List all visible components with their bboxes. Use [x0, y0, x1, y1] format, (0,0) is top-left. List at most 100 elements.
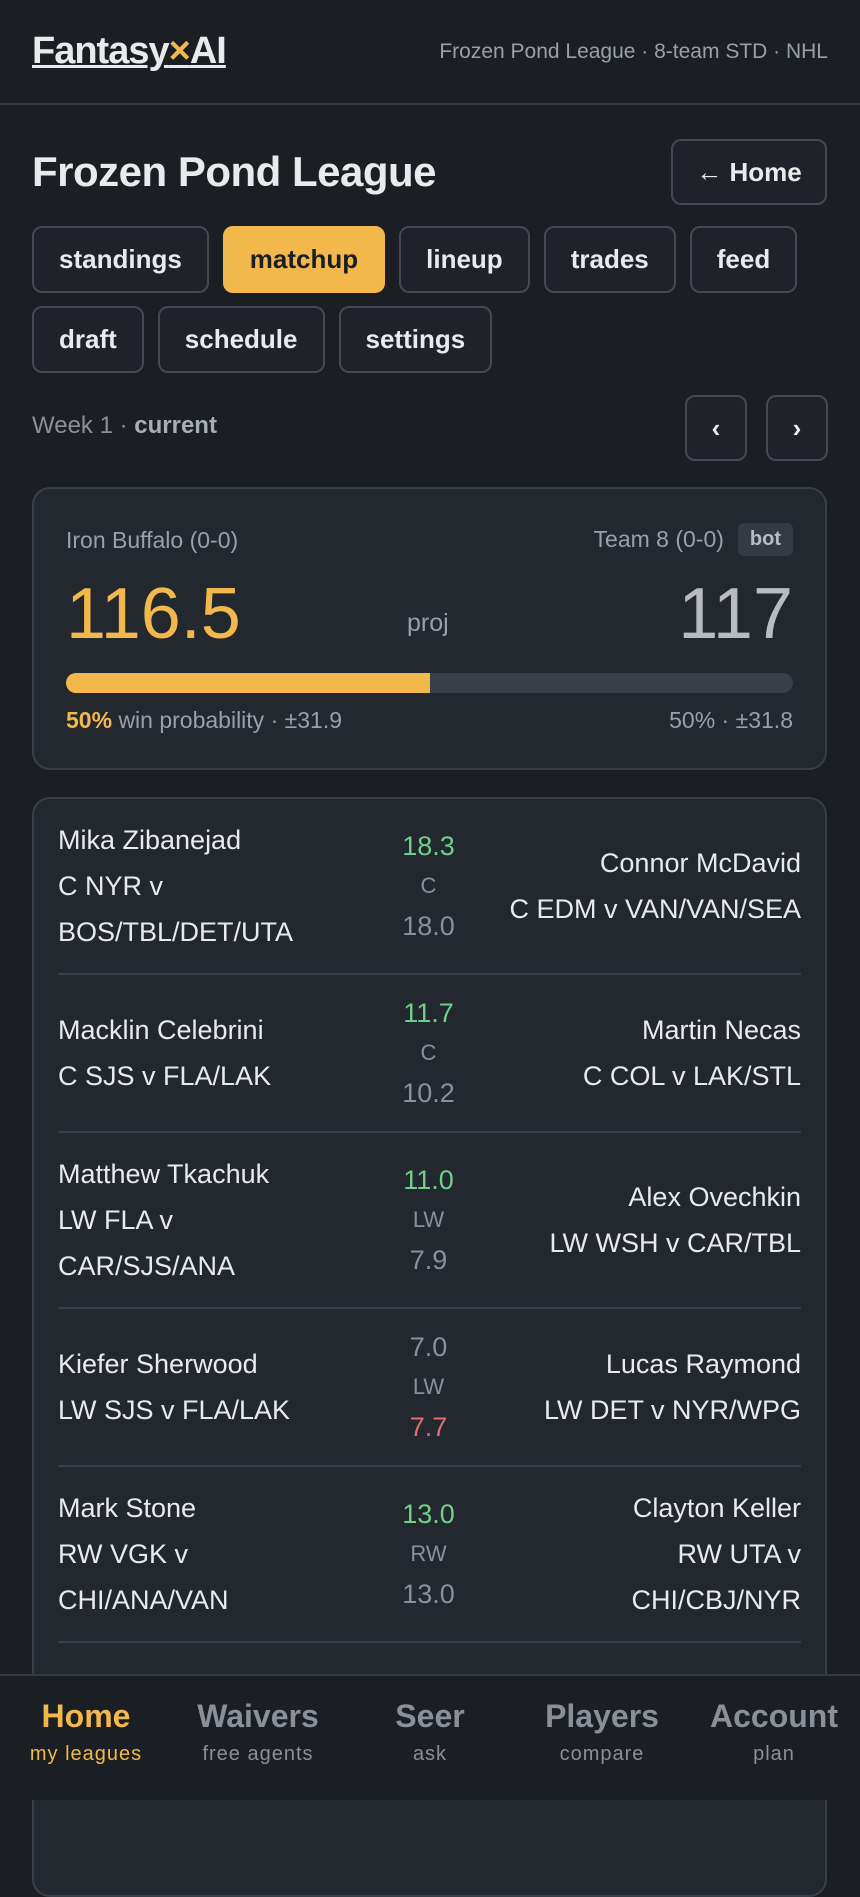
right-team: Team 8 (0-0) — [593, 526, 724, 552]
projections: 11.7 C 10.2 — [348, 993, 509, 1113]
tab[interactable]: trades — [543, 226, 676, 293]
player-name: Alex Ovechkin — [628, 1182, 801, 1212]
right-proj: 13.0 — [402, 1579, 455, 1609]
right-proj: 18.0 — [402, 911, 455, 941]
tab[interactable]: feed — [689, 226, 798, 293]
brand[interactable]: Fantasy×AI — [32, 30, 227, 73]
tab[interactable]: draft — [32, 306, 144, 373]
right-player[interactable]: Clayton Keller RW UTA v CHI/CBJ/NYR — [509, 1485, 801, 1623]
player-detail: LW FLA v — [58, 1205, 174, 1235]
tab[interactable]: standings — [32, 226, 209, 293]
tab[interactable]: matchup — [222, 226, 386, 293]
player-detail: CHI/ANA/VAN — [58, 1585, 229, 1615]
right-note: 50% · ±31.8 — [669, 707, 793, 733]
player-detail: CAR/SJS/ANA — [58, 1251, 236, 1281]
left-proj: 18.3 — [402, 831, 455, 861]
player-name: Clayton Keller — [632, 1493, 801, 1523]
header: Fantasy×AI Frozen Pond League · 8-team S… — [0, 0, 860, 105]
projections: 13.0 RW 13.0 — [348, 1494, 509, 1614]
player-detail: CHI/CBJ/NYR — [631, 1585, 801, 1615]
matchup-row: Macklin Celebrini C SJS v FLA/LAK 11.7 C 10.… — [58, 975, 801, 1133]
win-bar-track — [66, 673, 793, 693]
nav-item[interactable]: Seer ask — [344, 1676, 516, 1800]
player-detail: C COL v LAK/STL — [582, 1061, 801, 1091]
week-state: current — [134, 412, 217, 439]
player-detail: RW UTA v — [677, 1539, 801, 1569]
player-name: Mark Stone — [58, 1493, 197, 1523]
nav-item[interactable]: Home my leagues — [0, 1676, 172, 1800]
projections: 11.0 LW 7.9 — [348, 1160, 509, 1280]
next-week[interactable]: › — [766, 395, 828, 461]
left-score: 116.5 — [66, 574, 241, 654]
player-detail: C SJS v FLA/LAK — [58, 1061, 272, 1091]
win-prob: 50% — [66, 707, 113, 733]
left-player[interactable]: Matthew Tkachuk LW FLA v CAR/SJS/ANA — [58, 1151, 348, 1289]
left-player[interactable]: Kiefer Sherwood LW SJS v FLA/LAK — [58, 1341, 348, 1433]
left-proj: 7.0 — [409, 1332, 448, 1362]
position: LW — [412, 1207, 445, 1232]
player-name: Matthew Tkachuk — [58, 1159, 270, 1189]
player-detail: RW VGK v — [58, 1539, 189, 1569]
position: C — [420, 873, 437, 898]
left-proj: 11.0 — [403, 1165, 454, 1195]
matchup-row: Kiefer Sherwood LW SJS v FLA/LAK 7.0 LW 7.7 L… — [58, 1309, 801, 1467]
player-detail: BOS/TBL/DET/UTA — [58, 917, 294, 947]
position: C — [420, 1040, 437, 1065]
matchup-row: Mika Zibanejad C NYR v BOS/TBL/DET/UTA 18.3… — [58, 799, 801, 975]
left-player[interactable]: Macklin Celebrini C SJS v FLA/LAK — [58, 1007, 348, 1099]
scoreboard: Iron Buffalo (0-0) Team 8 (0-0) bot 116.… — [32, 487, 827, 770]
week-label: Week 1 · current — [32, 412, 217, 440]
bot-badge: bot — [737, 523, 793, 556]
tabs: standings matchup lineup trades feed draft sch… — [32, 226, 832, 373]
win-bar — [66, 673, 430, 693]
prev-week[interactable]: ‹ — [685, 395, 747, 461]
nav-label: Account — [710, 1698, 838, 1734]
matchup-row: Mark Stone RW VGK v CHI/ANA/VAN 13.0 RW 13.0 C… — [58, 1467, 801, 1643]
right-proj: 7.7 — [409, 1412, 448, 1442]
left-proj: 11.7 — [403, 998, 454, 1028]
nav-item[interactable]: Players compare — [516, 1676, 688, 1800]
nav-sub: my leagues — [29, 1743, 143, 1765]
tab[interactable]: schedule — [157, 306, 325, 373]
player-name: Macklin Celebrini — [58, 1015, 264, 1045]
player-detail: LW DET v NYR/WPG — [543, 1395, 801, 1425]
right-player[interactable]: Martin Necas C COL v LAK/STL — [509, 1007, 801, 1099]
position: LW — [412, 1374, 445, 1399]
left-player[interactable]: Mika Zibanejad C NYR v BOS/TBL/DET/UTA — [58, 817, 348, 955]
bottom-nav: Home my leagues Waivers free agents Seer ask P… — [0, 1674, 860, 1800]
player-detail: LW SJS v FLA/LAK — [58, 1395, 291, 1425]
brand-mark: × — [168, 30, 191, 72]
nav-label: Waivers — [197, 1698, 319, 1734]
right-score: 117 — [678, 574, 793, 654]
player-detail: C EDM v VAN/VAN/SEA — [509, 894, 801, 924]
nav-sub: ask — [412, 1743, 448, 1765]
nav-item[interactable]: Waivers free agents — [172, 1676, 344, 1800]
nav-label: Players — [545, 1698, 659, 1734]
nav-label: Seer — [395, 1698, 465, 1734]
player-name: Lucas Raymond — [605, 1349, 801, 1379]
nav-sub: compare — [559, 1743, 645, 1765]
player-name: Kiefer Sherwood — [58, 1349, 258, 1379]
projections: 18.3 C 18.0 — [348, 826, 509, 946]
projections: 7.0 LW 7.7 — [348, 1327, 509, 1447]
brand-name: Fantasy — [32, 30, 170, 72]
home-button[interactable]: ← Home — [671, 139, 827, 205]
player-detail: C NYR v — [58, 871, 164, 901]
league-subtitle: Frozen Pond League · 8-team STD · NHL — [439, 40, 828, 63]
left-team: Iron Buffalo (0-0) — [66, 527, 239, 553]
right-player[interactable]: Alex Ovechkin LW WSH v CAR/TBL — [509, 1174, 801, 1266]
player-detail: LW WSH v CAR/TBL — [549, 1228, 801, 1258]
left-prob: 50% win probability · ±31.9 — [66, 707, 342, 734]
page-title: Frozen Pond League — [32, 148, 437, 195]
nav-sub: plan — [753, 1743, 795, 1765]
left-note: win probability · ±31.9 — [118, 707, 343, 733]
right-player[interactable]: Connor McDavid C EDM v VAN/VAN/SEA — [509, 840, 801, 932]
matchup-row: Matthew Tkachuk LW FLA v CAR/SJS/ANA 11.0 LW… — [58, 1133, 801, 1309]
nav-item[interactable]: Account plan — [688, 1676, 860, 1800]
brand-suffix: AI — [189, 30, 227, 72]
tab[interactable]: lineup — [399, 226, 530, 293]
right-player[interactable]: Lucas Raymond LW DET v NYR/WPG — [509, 1341, 801, 1433]
tab[interactable]: settings — [338, 306, 493, 373]
proj-label: proj — [407, 609, 449, 637]
left-player[interactable]: Mark Stone RW VGK v CHI/ANA/VAN — [58, 1485, 348, 1623]
